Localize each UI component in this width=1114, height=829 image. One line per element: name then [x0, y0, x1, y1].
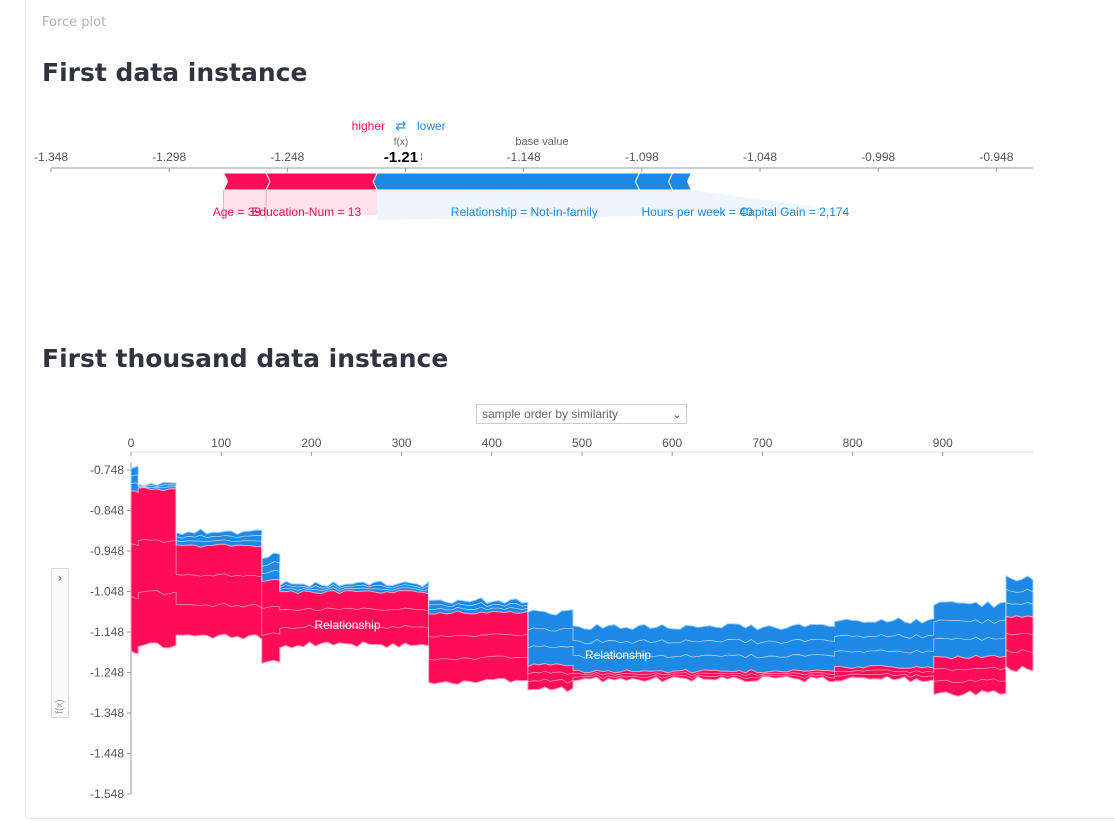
stack-contour-negative [130, 482, 1034, 659]
stack-contour-negative [130, 474, 1034, 645]
force-axis-tick-label: -1.298 [152, 150, 186, 164]
force-axis-tick-label: -1.098 [625, 150, 659, 164]
force-bar-negative [668, 172, 693, 191]
stack-x-tick-label: 300 [392, 436, 412, 450]
force-label-negative: Relationship = Not-in-family [451, 205, 598, 219]
force-bar-negative-shade [377, 190, 862, 220]
stack-y-tick-label: -1.448 [90, 747, 124, 761]
stack-x-tick-label: 700 [752, 436, 772, 450]
section-title-first: First data instance [42, 58, 308, 87]
force-label-negative: Capital Gain = 2,174 [739, 205, 849, 219]
chevron-right-icon: › [57, 571, 63, 585]
force-axis-tick-label: -1.248 [270, 150, 304, 164]
stack-x-tick-label: 600 [662, 436, 682, 450]
force-bar-positive-shade [223, 190, 267, 215]
sample-order-dropdown[interactable]: sample order by similarity ⌄ [476, 404, 687, 424]
fx-value-bg [381, 147, 421, 165]
legend-lower: lower [417, 119, 446, 133]
tab-label: Force plot [42, 15, 107, 30]
stack-y-axis: -0.748 -0.848 -0.948 -1.048 -1.148 -1.248 -1.3… [90, 462, 132, 801]
force-axis-tick-label: -0.998 [861, 150, 895, 164]
force-label-positive: Age = 39 [213, 205, 262, 219]
force-label-positive: Education-Num = 13 [251, 205, 361, 219]
stack-y-tick-label: -0.848 [90, 504, 124, 518]
stack-areas [130, 465, 1034, 697]
stack-x-tick-label: 800 [843, 436, 863, 450]
stack-y-tick-label: -1.248 [90, 666, 124, 680]
stack-y-tick-label: -0.948 [90, 544, 124, 558]
stack-contour-positive [130, 590, 1034, 684]
stack-x-tick-label: 400 [482, 436, 502, 450]
stack-x-tick-label: 0 [128, 436, 135, 450]
force-bar-positive-shade [266, 190, 378, 215]
base-value-label: base value [515, 136, 568, 148]
force-plot: higher ⇄ lower f(x) base value -1.348 -1.… [34, 118, 1033, 220]
stack-x-axis: 0 100 200 300 400 500 600 700 800 900 [128, 436, 1033, 456]
force-bars [222, 172, 862, 220]
force-axis-tick-label: -0.948 [979, 150, 1013, 164]
legend-arrow-icon: ⇄ [396, 118, 407, 133]
stack-annotation: Relationship [585, 648, 651, 662]
chevron-down-icon: ⌄ [672, 408, 682, 421]
dropdown-selected-value: sample order by similarity [482, 407, 619, 421]
plot-card [25, 0, 1114, 819]
stack-annotation: Relationship [314, 618, 380, 632]
stack-contour-positive [130, 539, 1034, 677]
stack-x-tick-label: 200 [301, 436, 321, 450]
stack-x-tick-label: 100 [211, 436, 231, 450]
stack-y-tick-label: -0.748 [90, 463, 124, 477]
legend-higher: higher [352, 119, 385, 133]
stack-x-tick-label: 500 [572, 436, 592, 450]
fx-label: f(x) [394, 137, 408, 148]
stack-annotations: Relationship Relationship [314, 618, 651, 662]
stack-y-tick-label: -1.148 [90, 625, 124, 639]
stack-y-tick-label: -1.048 [90, 585, 124, 599]
stack-y-tick-label: -1.348 [90, 706, 124, 720]
stack-x-tick-label: 900 [933, 436, 953, 450]
fx-value: -1.21 [384, 149, 418, 166]
force-label-negative: Hours per week = 40 [641, 205, 752, 219]
stack-y-tick-label: -1.548 [90, 787, 124, 801]
force-axis-tick-label: -1.048 [743, 150, 777, 164]
section-title-thousand: First thousand data instance [42, 344, 449, 373]
force-axis-tick-label: -1.348 [34, 150, 68, 164]
y-axis-selector[interactable]: › f(x) [51, 568, 69, 718]
force-axis-tick-label: -1.148 [507, 150, 541, 164]
